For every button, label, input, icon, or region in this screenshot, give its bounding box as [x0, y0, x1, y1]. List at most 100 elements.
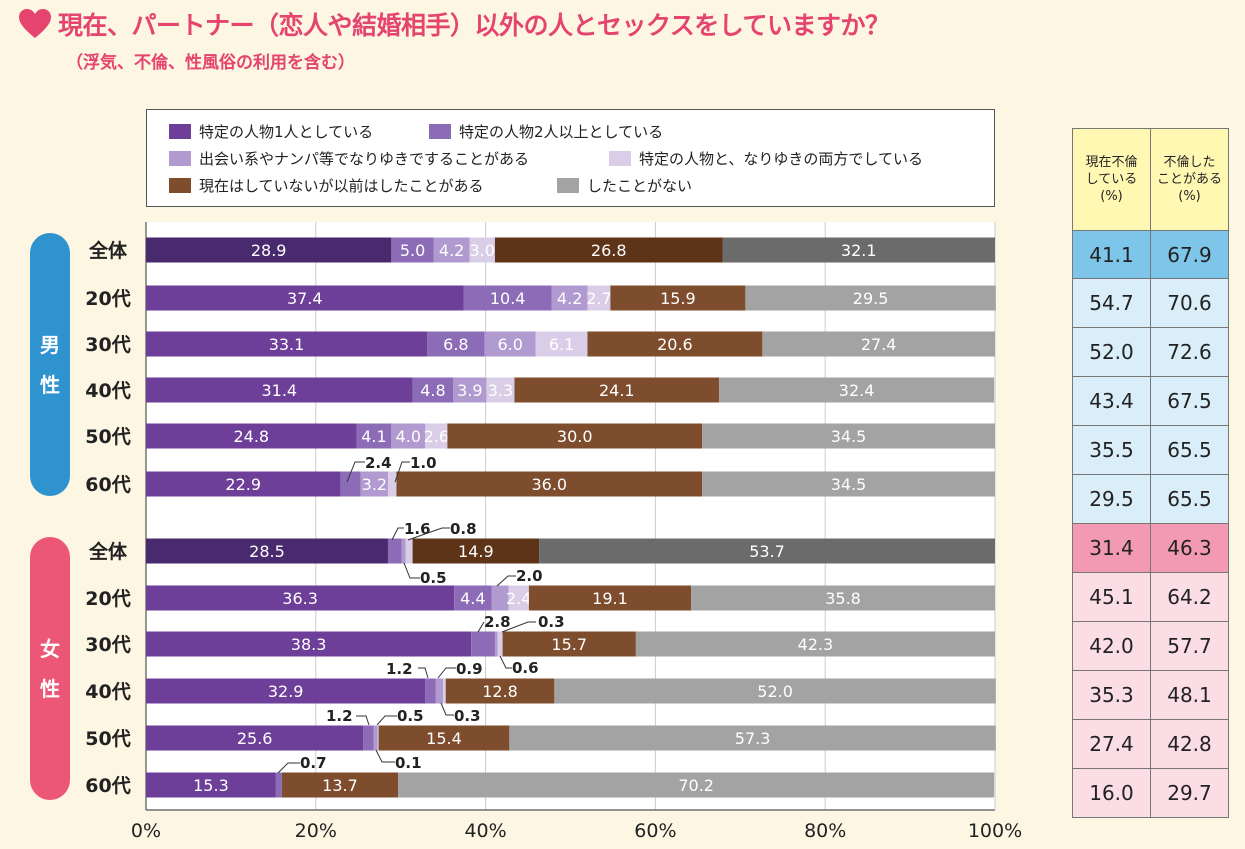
- row-label: 50代: [85, 426, 130, 448]
- data-label: 20.6: [657, 335, 693, 354]
- bar-segment: [554, 678, 996, 704]
- bar-segment: [722, 237, 995, 263]
- data-label: 36.0: [531, 475, 567, 494]
- data-label: 30.0: [557, 427, 593, 446]
- table-cell: 70.6: [1150, 278, 1229, 328]
- data-label: 19.1: [592, 589, 628, 608]
- bar-segment: [425, 678, 436, 704]
- legend-label: 出会い系やナンパ等でなりゆきですることがある: [199, 150, 530, 168]
- data-label: 2.6: [424, 427, 449, 446]
- bar-segment: [275, 772, 282, 798]
- data-label: 32.9: [268, 682, 304, 701]
- legend-item: したことがない: [557, 175, 692, 196]
- bar-segment: [146, 678, 426, 704]
- table-cell: 42.8: [1150, 719, 1229, 769]
- leader-line: [499, 655, 512, 669]
- bar-segment: [509, 725, 996, 751]
- table-cell: 27.4: [1072, 719, 1151, 769]
- data-label: 52.0: [757, 682, 793, 701]
- data-label: 4.2: [439, 241, 464, 260]
- callout-label: 0.8: [450, 520, 477, 538]
- leader-line: [356, 715, 370, 726]
- legend-item: 特定の人物1人としている: [169, 121, 373, 142]
- table-header-line: 不倫した: [1163, 155, 1216, 170]
- row-label: 60代: [85, 775, 130, 797]
- male-label-char: 性: [40, 372, 60, 397]
- callout-label: 2.0: [516, 567, 543, 585]
- table-header-line: 現在不倫: [1085, 155, 1138, 170]
- bar-segment: [146, 471, 341, 497]
- bar-segment: [398, 772, 995, 798]
- legend-swatch: [557, 178, 579, 193]
- data-label: 25.6: [237, 729, 273, 748]
- table-cell: 54.7: [1072, 278, 1151, 328]
- table-cell: 48.1: [1150, 670, 1229, 720]
- data-label: 38.3: [291, 635, 327, 654]
- legend-label: したことがない: [587, 177, 693, 195]
- bar-segment: [719, 377, 995, 403]
- bar-segment: [610, 285, 746, 311]
- callout-label: 1.0: [410, 454, 437, 472]
- callout-label: 0.5: [397, 707, 424, 725]
- data-label: 42.3: [798, 635, 834, 654]
- leader-line: [391, 527, 404, 541]
- chart-subtitle: （浮気、不倫、性風俗の利用を含む）: [66, 53, 355, 73]
- bar-segment: [340, 471, 361, 497]
- bar-segment: [494, 631, 498, 657]
- legend-swatch: [169, 178, 191, 193]
- x-tick-label: 100%: [968, 820, 1022, 842]
- data-label: 6.1: [549, 335, 574, 354]
- legend: 特定の人物1人としている 特定の人物2人以上としている 出会い系やナンパ等でなり…: [146, 109, 995, 207]
- callout-label: 1.2: [386, 660, 413, 678]
- row-label: 30代: [85, 334, 130, 356]
- bar-segment: [494, 237, 723, 263]
- bar-segment: [762, 331, 995, 357]
- bar-segment: [146, 585, 455, 611]
- data-label: 3.2: [362, 475, 387, 494]
- bar-segment: [702, 471, 995, 497]
- data-label: 24.8: [233, 427, 269, 446]
- data-label: 32.4: [839, 381, 875, 400]
- bar-segment: [497, 631, 503, 657]
- data-label: 53.7: [749, 542, 785, 561]
- bar-segment: [691, 585, 995, 611]
- data-label: 57.3: [735, 729, 771, 748]
- leader-line: [407, 527, 450, 541]
- data-label: 15.4: [426, 729, 462, 748]
- data-label: 2.7: [586, 289, 611, 308]
- data-label: 4.4: [460, 589, 485, 608]
- legend-swatch: [429, 124, 451, 139]
- table-header-line: (%): [1178, 189, 1201, 204]
- row-label: 60代: [85, 474, 130, 496]
- data-label: 3.9: [457, 381, 482, 400]
- bar-segment: [433, 237, 470, 263]
- leader-line: [440, 702, 454, 716]
- bar-segment: [463, 285, 552, 311]
- bar-segment: [360, 471, 388, 497]
- leader-line: [277, 762, 300, 774]
- bar-segment: [387, 538, 402, 564]
- bar-segment: [454, 585, 492, 611]
- table-header-line: ことがある: [1156, 172, 1222, 187]
- data-label: 3.0: [469, 241, 494, 260]
- female-label-char: 性: [40, 676, 60, 701]
- callout-label: 0.3: [538, 613, 565, 631]
- female-label-char: 女: [40, 636, 60, 661]
- table-cell: 65.5: [1150, 425, 1229, 475]
- bar-segment: [391, 423, 426, 449]
- leader-line: [375, 749, 395, 763]
- table-cell: 16.0: [1072, 768, 1151, 818]
- leader-line: [394, 461, 410, 483]
- male-group-label: 男性: [30, 233, 70, 496]
- table-header: 不倫したことがある (%): [1150, 128, 1229, 231]
- bar-segment: [447, 423, 703, 449]
- bar-segment: [356, 423, 392, 449]
- data-label: 70.2: [678, 776, 714, 795]
- bar-segment: [427, 331, 485, 357]
- leader-line: [418, 667, 429, 679]
- callout-label: 2.4: [365, 454, 392, 472]
- bar-segment: [702, 423, 995, 449]
- bar-segment: [391, 237, 434, 263]
- data-label: 4.1: [361, 427, 386, 446]
- table-cell: 35.3: [1072, 670, 1151, 720]
